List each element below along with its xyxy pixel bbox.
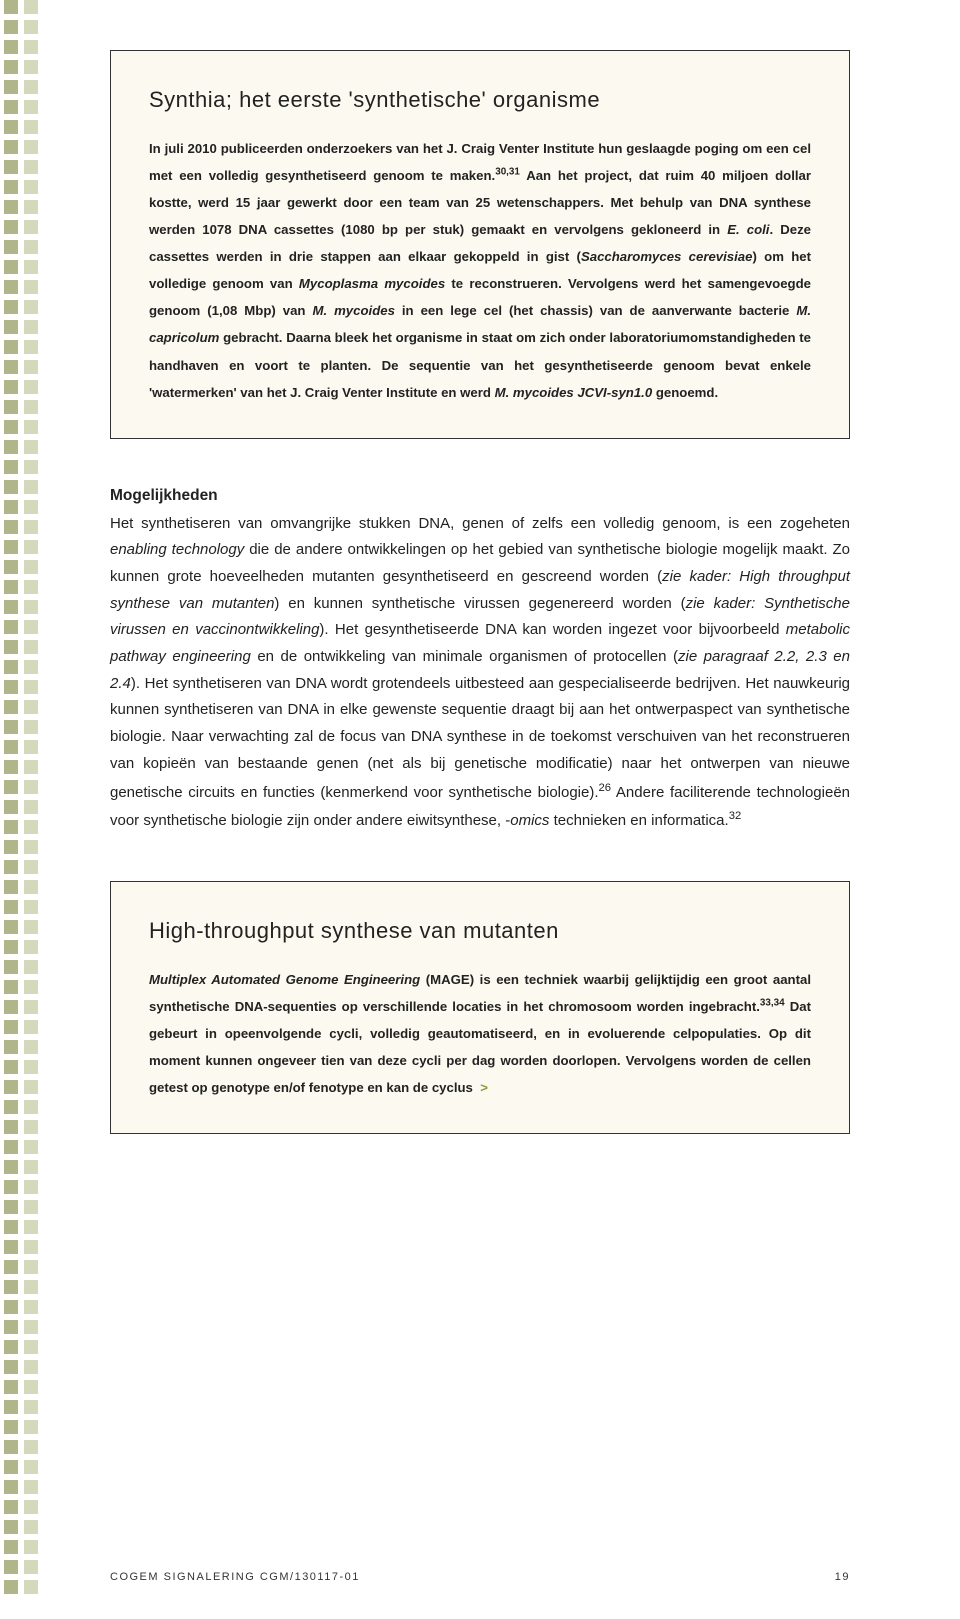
callout-body-2: Multiplex Automated Genome Engineering (… [149,966,811,1101]
page-number: 19 [835,1571,850,1583]
callout-box-highthroughput: High-throughput synthese van mutanten Mu… [110,881,850,1134]
section-mogelijkheden: Mogelijkheden Het synthetiseren van omva… [110,487,850,835]
decorative-squares-column [0,0,40,1600]
footer-left: COGEM SIGNALERING CGM/130117-01 [110,1571,360,1583]
callout-box-synthia: Synthia; het eerste 'synthetische' organ… [110,50,850,439]
continuation-marker: > [480,1080,488,1095]
page-content: Synthia; het eerste 'synthetische' organ… [0,0,960,1174]
callout-title-2: High-throughput synthese van mutanten [149,918,811,944]
section-body: Het synthetiseren van omvangrijke stukke… [110,511,850,835]
callout-body: In juli 2010 publiceerden onderzoekers v… [149,135,811,406]
callout-title: Synthia; het eerste 'synthetische' organ… [149,87,811,113]
page-footer: COGEM SIGNALERING CGM/130117-01 19 [110,1571,850,1583]
section-heading: Mogelijkheden [110,487,850,505]
